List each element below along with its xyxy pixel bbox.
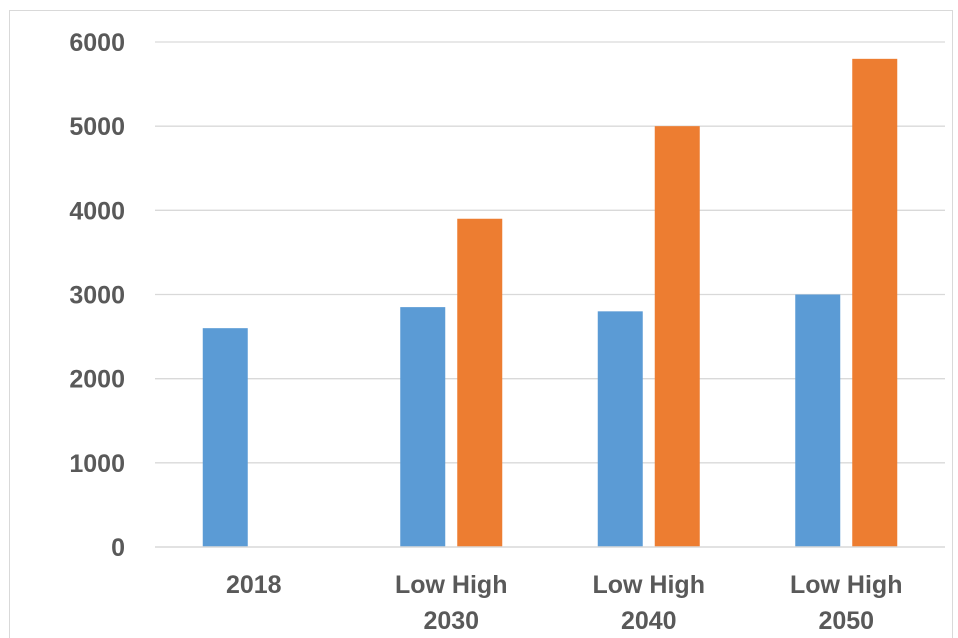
- y-tick-label: 2000: [69, 366, 125, 394]
- bar-series-1-1: [400, 307, 446, 547]
- x-category-label-bottom: 2018: [226, 571, 282, 599]
- x-category-label-bottom: 2050: [818, 607, 874, 635]
- gridlines: [155, 41, 945, 464]
- x-category-label-top: Low High: [593, 571, 705, 599]
- bar-series-1-2: [597, 311, 643, 547]
- y-tick-label: 1000: [69, 450, 125, 478]
- bar-series-2-1: [457, 218, 503, 547]
- x-axis-category-labels: 2018 Low High 2030 Low High 2040 Low High 2050: [226, 571, 903, 635]
- y-tick-label: 3000: [69, 282, 125, 310]
- x-category-label-bottom: 2030: [423, 607, 479, 635]
- y-tick-label: 6000: [69, 29, 125, 57]
- bar-series-1-0: [202, 328, 248, 547]
- bar-series-2-3: [852, 58, 898, 547]
- bars: [202, 58, 898, 548]
- chart-frame: [9, 10, 953, 638]
- x-category-label-bottom: 2040: [621, 607, 677, 635]
- y-tick-label: 0: [111, 534, 125, 562]
- y-tick-label: 5000: [69, 113, 125, 141]
- y-axis-tick-labels: 0 1000 2000 3000 4000 5000 6000: [69, 29, 125, 562]
- x-category-label-top: Low High: [395, 571, 507, 599]
- y-tick-label: 4000: [69, 197, 125, 225]
- x-category-label-top: Low High: [790, 571, 902, 599]
- bar-series-1-3: [795, 294, 841, 547]
- bar-series-2-2: [654, 126, 700, 548]
